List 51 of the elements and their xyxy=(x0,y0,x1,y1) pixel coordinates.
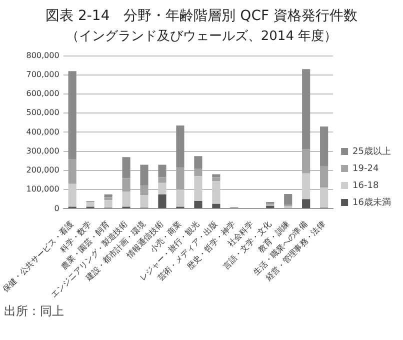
bar xyxy=(302,149,310,174)
bar xyxy=(194,156,202,169)
bar xyxy=(68,71,76,159)
bar xyxy=(68,158,76,184)
y-tick-label: 800,000 xyxy=(26,50,60,60)
bar xyxy=(140,195,148,208)
y-tick-label: 600,000 xyxy=(26,89,60,98)
bar xyxy=(194,168,202,176)
bar xyxy=(176,126,184,168)
bar xyxy=(212,204,220,208)
text: 出所：同上 xyxy=(4,303,65,320)
bar xyxy=(320,126,328,167)
bar xyxy=(86,202,94,207)
bar xyxy=(212,177,220,181)
bar xyxy=(158,182,166,194)
chart-title: 図表 2-14 分野・年齢階層別 QCF 資格発行件数 xyxy=(44,7,358,26)
bar xyxy=(176,190,184,207)
y-tick-label: 0 xyxy=(54,204,60,213)
bar xyxy=(68,184,76,207)
y-tick-label: 700,000 xyxy=(26,70,60,79)
bar xyxy=(320,188,328,208)
bar xyxy=(302,173,310,200)
y-tick-label: 100,000 xyxy=(26,184,60,194)
bar xyxy=(194,201,202,208)
bar xyxy=(320,166,328,188)
bar xyxy=(140,164,148,186)
bar xyxy=(158,164,166,178)
bar xyxy=(212,180,220,204)
bar xyxy=(122,157,130,178)
bar xyxy=(284,194,292,204)
bar xyxy=(158,194,166,208)
bar xyxy=(122,178,130,192)
bar xyxy=(104,200,112,208)
bar xyxy=(194,176,202,202)
y-tick-label: 500,000 xyxy=(26,108,60,118)
legend-label: 25歳以上 xyxy=(352,146,391,157)
bar xyxy=(122,191,130,207)
legend-label: 16歳未満 xyxy=(352,196,391,208)
bar xyxy=(104,194,112,198)
bar xyxy=(104,197,112,200)
bar xyxy=(176,168,184,190)
y-tick-label: 200,000 xyxy=(26,166,60,175)
bar xyxy=(302,69,310,150)
legend-label: 16-18 xyxy=(352,180,379,191)
y-tick-label: 300,000 xyxy=(26,146,60,156)
y-tick-label: 400,000 xyxy=(26,127,60,136)
legend-label: 19-24 xyxy=(352,164,379,174)
bar xyxy=(302,199,310,208)
bar xyxy=(158,177,166,183)
chart-subtitle: （イングランド及びウェールズ、2014 年度） xyxy=(64,28,338,46)
bar xyxy=(140,186,148,196)
